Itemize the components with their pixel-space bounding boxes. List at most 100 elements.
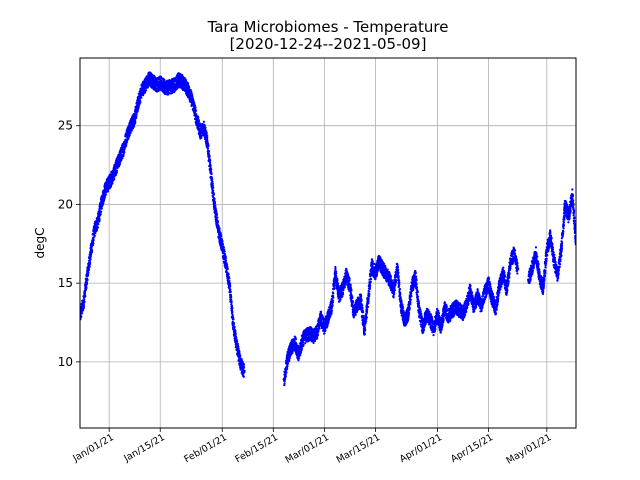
data-point <box>205 132 208 135</box>
data-point <box>316 333 320 336</box>
data-point <box>211 184 214 187</box>
data-point <box>300 347 303 351</box>
data-point <box>236 342 239 345</box>
data-point <box>133 118 137 122</box>
data-point <box>285 371 288 374</box>
data-point <box>230 295 233 299</box>
data-point <box>359 297 363 300</box>
data-point <box>85 282 89 286</box>
data-point <box>392 296 395 299</box>
data-point <box>213 202 217 205</box>
data-point <box>99 210 103 213</box>
data-point <box>328 317 331 320</box>
data-point <box>364 322 367 325</box>
data-point <box>80 315 83 318</box>
data-point <box>399 296 402 300</box>
data-point <box>297 359 300 362</box>
data-point <box>103 196 106 199</box>
data-point <box>414 275 418 278</box>
data-point <box>339 298 342 301</box>
data-point <box>94 231 97 235</box>
data-point <box>415 286 419 289</box>
data-point <box>136 110 139 113</box>
data-point <box>206 147 209 150</box>
data-point <box>321 315 324 318</box>
data-point <box>304 342 307 345</box>
data-point <box>232 322 235 325</box>
data-point <box>331 300 335 304</box>
data-point <box>220 234 223 238</box>
data-point <box>297 357 301 360</box>
data-point <box>99 213 102 216</box>
data-point <box>191 93 194 97</box>
data-point <box>286 362 290 365</box>
data-point <box>232 318 235 321</box>
data-point <box>81 309 85 312</box>
data-point <box>203 124 206 127</box>
data-point <box>130 129 133 132</box>
data-point <box>224 256 227 259</box>
data-point <box>172 81 175 85</box>
data-point <box>98 217 101 220</box>
data-point <box>398 281 401 284</box>
data-point <box>354 312 357 316</box>
data-point <box>113 178 116 181</box>
data-point <box>367 299 370 303</box>
data-point <box>371 260 374 263</box>
data-point <box>135 115 138 118</box>
data-point <box>382 262 386 265</box>
data-point <box>414 271 417 275</box>
data-point <box>228 283 232 286</box>
data-point <box>409 301 412 304</box>
data-point <box>397 285 401 288</box>
data-point <box>92 236 95 239</box>
data-point <box>98 219 101 222</box>
data-point <box>302 341 305 344</box>
data-point <box>234 330 237 333</box>
data-point <box>283 382 286 385</box>
data-point <box>206 134 209 137</box>
data-point <box>95 229 98 232</box>
data-point <box>398 279 401 282</box>
data-point <box>332 292 335 295</box>
data-point <box>193 104 196 107</box>
data-point <box>416 295 420 298</box>
data-point <box>138 103 141 106</box>
data-point <box>367 297 370 300</box>
data-point <box>231 311 234 314</box>
data-point <box>216 220 220 223</box>
data-point <box>123 151 126 154</box>
data-point <box>80 312 84 315</box>
data-point <box>242 365 246 369</box>
data-point <box>395 279 398 282</box>
data-point <box>126 139 129 142</box>
data-point <box>360 294 363 298</box>
data-point <box>207 144 210 147</box>
data-point <box>415 279 418 282</box>
data-point <box>399 292 402 296</box>
data-point <box>84 295 87 298</box>
data-point <box>115 171 118 174</box>
data-point <box>368 286 372 289</box>
data-point <box>369 284 372 287</box>
data-point <box>320 319 323 323</box>
data-point <box>128 134 131 137</box>
data-point <box>212 189 215 192</box>
data-point <box>88 261 92 264</box>
data-point <box>93 234 96 237</box>
data-point <box>362 314 365 318</box>
data-point <box>210 172 213 176</box>
data-point <box>90 249 94 252</box>
data-point <box>286 367 289 370</box>
data-point <box>87 268 91 272</box>
data-point <box>214 204 217 207</box>
data-point <box>135 113 138 116</box>
data-point <box>231 307 234 310</box>
data-point <box>396 265 399 268</box>
data-point <box>228 279 231 283</box>
data-point <box>137 106 140 109</box>
data-point <box>419 310 422 313</box>
data-point <box>397 271 400 274</box>
data-point <box>363 324 366 328</box>
